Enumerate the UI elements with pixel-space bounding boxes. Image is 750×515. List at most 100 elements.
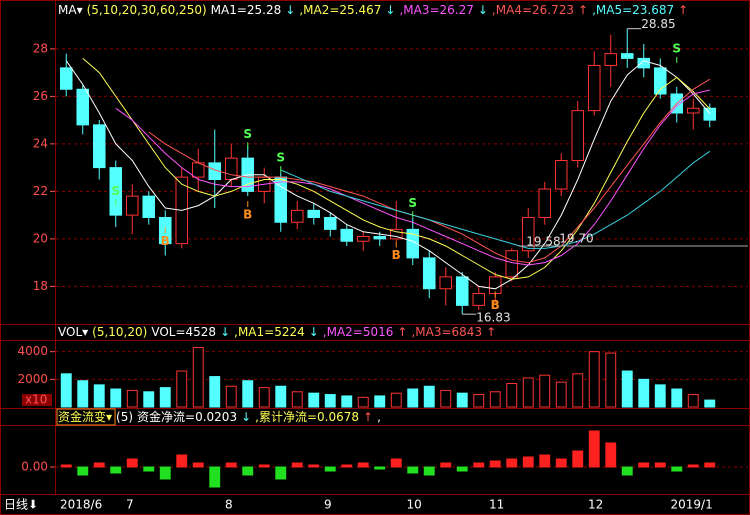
candle-body bbox=[571, 110, 585, 161]
candle-body bbox=[307, 209, 321, 218]
y-tick-label: 22 bbox=[33, 184, 48, 198]
bar bbox=[638, 462, 650, 468]
bar bbox=[572, 450, 584, 468]
bar bbox=[621, 466, 633, 476]
bar bbox=[126, 458, 138, 468]
header-item: VOL=4528 bbox=[151, 325, 216, 339]
x-tick-label: 7 bbox=[126, 498, 134, 512]
y-tick-label: 20 bbox=[33, 231, 48, 245]
period-label[interactable]: 日线⬇ bbox=[4, 498, 38, 512]
bar bbox=[225, 462, 237, 468]
bar bbox=[440, 389, 452, 408]
bar bbox=[671, 388, 683, 408]
bar bbox=[209, 376, 221, 408]
header-item: ↑ bbox=[678, 3, 688, 17]
bar bbox=[258, 387, 270, 408]
bar bbox=[456, 392, 468, 408]
header-item: 资金流变▾ bbox=[58, 409, 112, 424]
bar bbox=[275, 466, 287, 480]
bar bbox=[110, 388, 122, 408]
x-tick-label: 9 bbox=[324, 498, 332, 512]
candle-body bbox=[340, 228, 354, 242]
bar bbox=[159, 387, 171, 408]
candle-body bbox=[653, 67, 667, 95]
candle-body bbox=[422, 257, 436, 290]
bar bbox=[390, 458, 402, 468]
panel-header: VOL▾ (5,10,20) VOL=4528 ↓ ,MA1=5224 ↓ ,MA2=501… bbox=[58, 325, 496, 339]
bar bbox=[60, 464, 72, 468]
candle-body bbox=[323, 217, 337, 230]
bar bbox=[192, 347, 204, 408]
bar bbox=[687, 464, 699, 468]
candle-body bbox=[224, 157, 238, 180]
x-tick-label: 10 bbox=[407, 498, 422, 512]
bar bbox=[176, 454, 188, 468]
bar bbox=[687, 394, 699, 408]
bar bbox=[588, 351, 600, 408]
header-item: ↑ bbox=[486, 325, 496, 339]
candle-body bbox=[142, 195, 156, 218]
bar bbox=[242, 380, 254, 408]
bar bbox=[704, 399, 716, 408]
candle-body bbox=[686, 107, 700, 114]
bar bbox=[423, 385, 435, 408]
bar bbox=[143, 391, 155, 408]
signal-label: S bbox=[243, 127, 252, 141]
x-tick-label: 2019/1 bbox=[671, 498, 713, 512]
header-item: MA▾ bbox=[58, 3, 83, 17]
bar bbox=[407, 388, 419, 408]
header-item: ,MA1=5224 bbox=[234, 325, 305, 339]
header-item: (5,10,20,30,60,250) bbox=[87, 3, 207, 17]
bar bbox=[605, 442, 617, 468]
header-item: ,MA2=5016 bbox=[323, 325, 394, 339]
y-tick-label: 4000 bbox=[17, 344, 48, 358]
bar bbox=[621, 370, 633, 408]
candle-body bbox=[406, 228, 420, 259]
bar bbox=[671, 466, 683, 472]
panel-header: 资金流变▾ (5) 资金净流=0.0203 ↓ ,累计净流=0.0678 ↑, bbox=[58, 409, 381, 424]
bar bbox=[390, 392, 402, 408]
bar bbox=[374, 466, 386, 470]
candle-body bbox=[92, 124, 106, 169]
candle-body bbox=[703, 107, 717, 121]
y-tick-label: 24 bbox=[33, 136, 48, 150]
signal-label: B bbox=[161, 234, 170, 248]
candle-body bbox=[604, 53, 618, 66]
panel-header: MA▾ (5,10,20,30,60,250) MA1=25.28 ↓ ,MA2=25.… bbox=[58, 3, 688, 17]
bar bbox=[209, 466, 221, 488]
header-item: VOL▾ bbox=[58, 325, 88, 339]
header-item: ↓ bbox=[309, 325, 319, 339]
y-tick-label: 18 bbox=[33, 279, 48, 293]
bar bbox=[423, 466, 435, 476]
header-item: (5,10,20) bbox=[92, 325, 147, 339]
bar bbox=[341, 464, 353, 468]
y-tick-label: 0.00 bbox=[21, 460, 48, 474]
ma-line bbox=[115, 89, 710, 266]
header-item: ↓ bbox=[285, 3, 295, 17]
bar bbox=[93, 384, 105, 408]
annotation-label: 19.70 bbox=[559, 232, 593, 246]
candle-body bbox=[356, 236, 370, 242]
header-item: ,MA2=25.467 bbox=[299, 3, 381, 17]
bar bbox=[638, 378, 650, 408]
candle-body bbox=[59, 67, 73, 90]
bar bbox=[473, 394, 485, 408]
x-tick-label: 2018/6 bbox=[60, 498, 102, 512]
bar bbox=[192, 462, 204, 468]
bar bbox=[275, 385, 287, 408]
candle-body bbox=[373, 236, 387, 240]
bar bbox=[473, 462, 485, 468]
signal-label: B bbox=[243, 208, 252, 222]
header-item: ↓ bbox=[385, 3, 395, 17]
bar bbox=[159, 466, 171, 480]
signal-label: S bbox=[672, 41, 681, 55]
header-item: ,MA3=26.27 bbox=[399, 3, 473, 17]
signal-label: B bbox=[491, 298, 500, 312]
annotation-label: 19.58 bbox=[526, 234, 560, 248]
bar bbox=[654, 462, 666, 468]
bar bbox=[143, 466, 155, 472]
annotation-label: 16.83 bbox=[476, 311, 510, 325]
bar bbox=[407, 466, 419, 474]
candle-body bbox=[637, 57, 651, 69]
x-tick-label: 11 bbox=[489, 498, 504, 512]
